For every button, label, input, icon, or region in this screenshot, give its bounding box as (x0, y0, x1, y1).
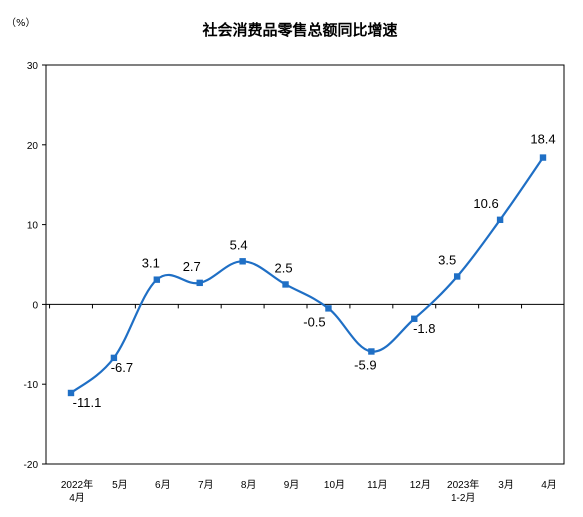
y-tick-label: -10 (24, 380, 39, 391)
x-tick-label-line: 7月 (198, 479, 214, 491)
y-tick-label: 0 (32, 300, 38, 311)
x-tick-label-line: 8月 (241, 479, 257, 491)
plot-area-frame (45, 64, 565, 465)
data-label: 3.1 (142, 256, 160, 271)
data-label: -0.5 (303, 314, 325, 329)
data-label: 2.5 (275, 260, 293, 275)
x-tick-label-line: 11月 (367, 479, 387, 491)
data-label: -6.7 (111, 360, 133, 375)
x-tick-label: 7月 (198, 479, 214, 491)
x-tick-label-line: 10月 (324, 479, 345, 491)
x-tick-label-line: 6月 (155, 479, 171, 491)
data-label: -5.9 (354, 357, 376, 372)
series-layer: -11.1 -6.7 3.1 2.7 5.4 2.5 -0.5 -5.9 -1.8 3.5 10.6… (67, 132, 556, 410)
data-label: -11.1 (73, 395, 102, 410)
y-tick-label: 10 (27, 221, 39, 232)
x-tick-label: 2022年 4月 (61, 478, 93, 504)
x-tick-label: 8月 (241, 479, 257, 491)
data-label: -1.8 (413, 321, 435, 336)
x-tick-label: 12月 (410, 479, 431, 491)
x-tick-label-line: 4月 (69, 492, 85, 504)
x-tick-label: 2023年 1-2月 (447, 478, 479, 504)
y-tick-label: 20 (27, 141, 39, 152)
x-tick-label: 11月 (367, 479, 387, 491)
x-tick-label: 6月 (155, 479, 171, 491)
data-point-marker (453, 273, 461, 280)
x-tick-label: 9月 (284, 479, 300, 491)
x-tick-label-line: 1-2月 (451, 492, 475, 504)
chart-title: 社会消费品零售总额同比增速 (201, 21, 397, 39)
data-point-marker (239, 258, 246, 265)
x-tick-label-line: 12月 (410, 479, 431, 491)
data-point-marker (496, 216, 504, 224)
data-point-marker (196, 279, 203, 287)
x-tick-label-line: 5月 (112, 479, 128, 491)
data-point-marker (325, 305, 332, 312)
data-point-marker (110, 354, 118, 362)
data-label: 3.5 (438, 252, 456, 267)
x-tick-label-line: 4月 (541, 479, 557, 491)
series-line (70, 156, 544, 394)
x-tick-label: 10月 (324, 479, 345, 491)
data-label: 18.4 (530, 132, 555, 147)
x-tick-label: 4月 (541, 479, 557, 491)
y-tick-label: 30 (27, 61, 39, 72)
data-label: 10.6 (473, 196, 498, 211)
data-point-marker (153, 276, 161, 283)
data-label: 2.7 (183, 259, 201, 274)
x-tick-label: 5月 (112, 479, 128, 491)
y-axis-unit-label: （%） (6, 17, 36, 29)
data-label: 5.4 (230, 237, 248, 252)
data-point-marker (282, 281, 289, 288)
x-tick-label-line: 9月 (284, 479, 300, 491)
y-axis: -20 -10 0 10 20 30 (24, 61, 46, 471)
y-tick-label: -20 (24, 460, 39, 471)
data-point-marker (411, 315, 418, 322)
x-tick-label: 3月 (498, 479, 514, 491)
x-tick-label-line: 3月 (498, 479, 514, 491)
x-tick-label-line: 2022年 (61, 478, 93, 491)
x-tick-label-line: 2023年 (447, 478, 479, 491)
data-point-marker (539, 154, 547, 161)
data-point-marker (67, 389, 75, 397)
data-point-marker (368, 348, 375, 355)
